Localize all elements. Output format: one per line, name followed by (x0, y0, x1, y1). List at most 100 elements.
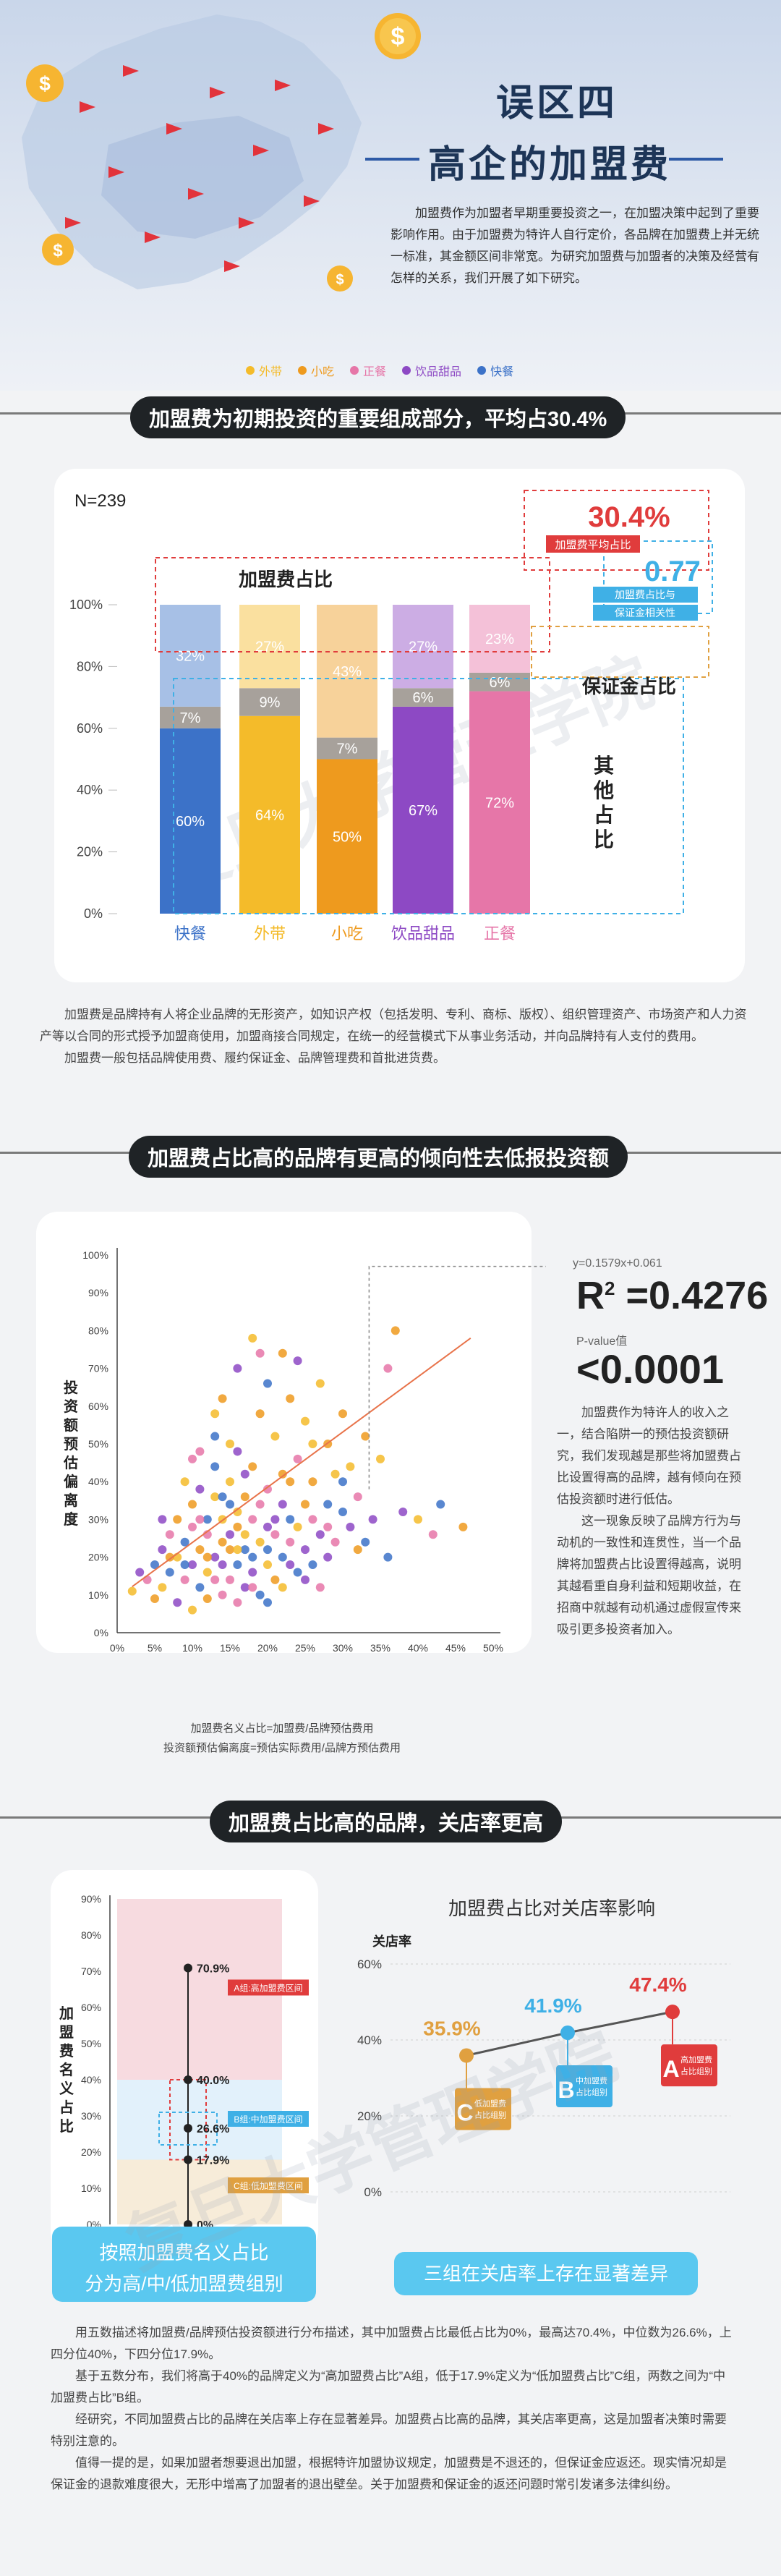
scatter-point (436, 1500, 445, 1509)
bar-label-other: 60% (176, 814, 205, 830)
bar-other-4 (469, 691, 530, 914)
y-tick-label: 20% (357, 2109, 382, 2123)
bar-deposit-2 (317, 737, 377, 760)
deposit-callout-box (531, 626, 709, 678)
scatter-point (240, 1469, 249, 1479)
scatter-point (165, 1552, 174, 1562)
x-tick-label: 25% (295, 1642, 315, 1653)
hero-title-rule-right (669, 158, 723, 161)
y-tick-label: 80% (81, 1929, 101, 1941)
y-axis-title-char: 度 (64, 1510, 79, 1528)
scatter-point (338, 1477, 347, 1487)
scatter-point (353, 1545, 362, 1555)
svg-text:$: $ (53, 241, 63, 260)
scatter-point (218, 1537, 227, 1547)
bar-other-0 (160, 728, 221, 914)
y-tick-label: 60% (77, 721, 103, 736)
scatter-point (202, 1552, 212, 1562)
scatter-point (218, 1590, 227, 1599)
bar-label-fee: 27% (255, 639, 284, 655)
x-category-label: 饮品甜品 (391, 924, 455, 943)
closure-rate-point (459, 2048, 474, 2063)
group-letter: A (662, 2056, 679, 2082)
bar-label-other: 67% (409, 803, 438, 819)
y-tick-label: 90% (81, 1893, 101, 1905)
scatter-point (158, 1545, 167, 1555)
scatter-point (286, 1477, 295, 1487)
bar-label-other: 64% (255, 807, 284, 823)
scatter-point (248, 1552, 257, 1562)
scatter-point (233, 1522, 242, 1531)
scatter-point (233, 1598, 242, 1607)
y-tick-label: 30% (88, 1513, 108, 1525)
bar-fee-3 (393, 605, 453, 689)
scatter-point (270, 1432, 280, 1441)
x-category-label: 快餐 (174, 924, 206, 943)
scatter-point (210, 1432, 220, 1441)
x-tick-label: 15% (220, 1642, 240, 1653)
group-b-label: B组:中加盟费区间 (234, 2114, 302, 2125)
r-squared: R2 =0.4276 (576, 1274, 769, 1317)
y-tick-label: 40% (357, 2033, 382, 2047)
scatter-point (233, 1364, 242, 1373)
x-tick-label: 0% (110, 1642, 124, 1653)
y-tick-label: 30% (81, 2110, 101, 2122)
scatter-point (195, 1447, 205, 1456)
scatter-point (233, 1560, 242, 1570)
section2-side-paragraph: 加盟费作为特许人的收入之一，结合陷阱一的预估投资额研究，我们发现越是那些将加盟费… (557, 1406, 741, 1506)
scatter-point (210, 1552, 220, 1562)
bar-label-deposit: 9% (260, 695, 281, 711)
svg-text:$: $ (39, 72, 51, 95)
legend-item-dinner: 正餐 (350, 362, 386, 379)
scatter-point (188, 1454, 197, 1463)
scatter-point (135, 1568, 145, 1577)
five-number-label: 17.9% (197, 2155, 229, 2167)
scatter-point (390, 1326, 400, 1335)
group-a-label: A组:高加盟费区间 (234, 1983, 302, 1994)
bar-other-1 (239, 715, 300, 914)
scatter-point (226, 1575, 234, 1584)
scatter-point (248, 1583, 257, 1592)
scatter-point (255, 1500, 265, 1509)
bar-deposit-4 (469, 672, 530, 692)
y-axis-title-char: 名 (59, 2061, 74, 2078)
y-tick-label: 0% (364, 2185, 382, 2199)
scatter-point (338, 1409, 347, 1419)
group-label-2: 占比组别 (680, 2066, 712, 2076)
scatter-point (180, 1537, 189, 1547)
scatter-point (202, 1568, 212, 1577)
scatter-point (270, 1515, 280, 1524)
scatter-point (210, 1492, 220, 1502)
y-tick-label: 20% (81, 2146, 101, 2158)
scatter-point (180, 1560, 189, 1570)
scatter-point (301, 1545, 310, 1555)
scatter-point (240, 1583, 249, 1592)
significance-callout: 三组在关店率上存在显著差异 (394, 2252, 698, 2295)
coin-icon-large: $ (375, 13, 421, 59)
group-label-1: 低加盟费 (474, 2099, 506, 2109)
y-tick-label: 80% (77, 659, 103, 673)
closure-rate-value: 41.9% (524, 1994, 581, 2017)
scatter-point (226, 1440, 234, 1448)
fee-avg-callout-box (524, 490, 709, 571)
scatter-point (383, 1364, 393, 1373)
svg-text:$: $ (336, 272, 343, 288)
y-axis-title-char: 占 (59, 2099, 74, 2116)
scatter-point (255, 1348, 265, 1358)
scatter-point (270, 1530, 280, 1539)
bar-label-fee: 32% (176, 648, 205, 664)
scatter-point (301, 1416, 310, 1426)
scatter-point (263, 1522, 272, 1531)
scatter-point (383, 1552, 393, 1562)
five-number-label: 26.6% (197, 2123, 229, 2135)
section2-chart-card (36, 1212, 532, 1653)
section1-body: 加盟费是品牌持有人将企业品牌的无形资产，如知识产权（包括发明、专利、商标、版权）… (40, 1004, 748, 1069)
five-number-label: 70.9% (197, 1963, 229, 1976)
scatter-point (165, 1568, 174, 1577)
y-tick-label: 50% (88, 1438, 108, 1450)
scatter-point (263, 1484, 272, 1494)
scatter-point (248, 1462, 257, 1471)
scatter-point (323, 1500, 333, 1509)
scatter-point (173, 1598, 182, 1607)
